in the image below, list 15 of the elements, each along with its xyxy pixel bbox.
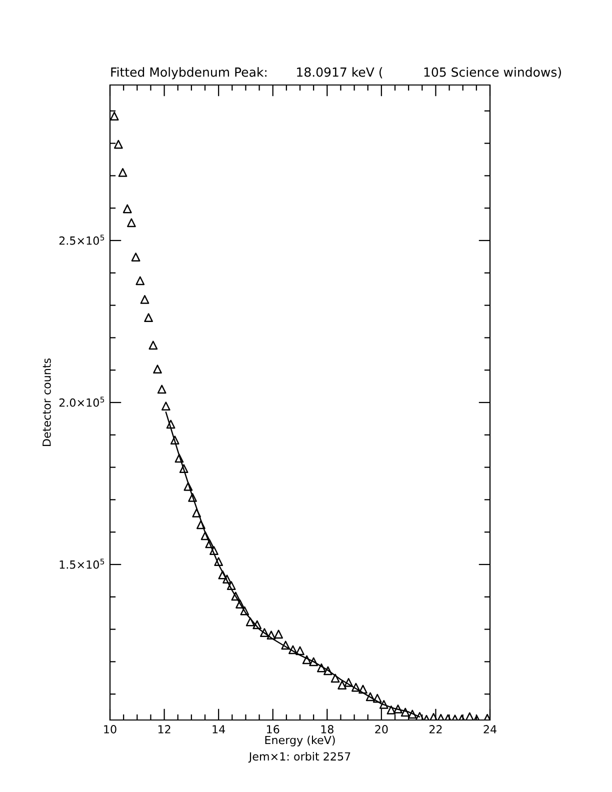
x-tick-label: 14 <box>212 725 226 734</box>
text: Jem×1: orbit 2257 <box>248 752 350 763</box>
x-axis-title: Energy (keV) <box>265 736 335 746</box>
x-tick-label: 16 <box>267 725 280 734</box>
x-tick-label: 24 <box>484 725 496 734</box>
chart-title: Fitted Molybdenum Peak: 18.0917 keV ( 105 Science windows) <box>111 67 561 80</box>
x-tick-label: 22 <box>429 725 442 734</box>
y-axis-title: Detector counts <box>42 358 51 446</box>
x-tick-label: 18 <box>321 725 334 734</box>
x-tick-label: 12 <box>158 725 170 734</box>
x-tick-label: 20 <box>375 725 388 734</box>
y-tick-label: 1.5×10$^{5}$ <box>60 558 104 569</box>
y-tick-label: 2.0×10$^{5}$ <box>59 396 104 407</box>
y-tick-label: 2.5×10$^{5}$ <box>59 234 104 245</box>
x-tick-label: 10 <box>104 725 116 734</box>
